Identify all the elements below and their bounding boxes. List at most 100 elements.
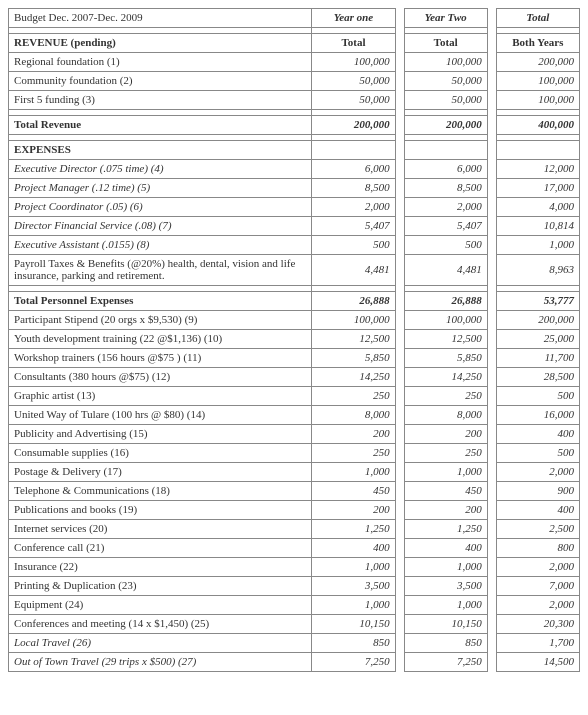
expense-row: Youth development training (22 @$1,136) … <box>9 330 580 349</box>
cell-value: 200 <box>312 501 395 520</box>
cell-value: 2,000 <box>496 463 579 482</box>
expense-row: Local Travel (26)8508501,700 <box>9 634 580 653</box>
cell-value: 1,000 <box>404 596 487 615</box>
cell-value: 50,000 <box>312 91 395 110</box>
row-label: United Way of Tulare (100 hrs @ $80) (14… <box>9 406 312 425</box>
revenue-row: Community foundation (2)50,00050,000100,… <box>9 72 580 91</box>
expense-row: Printing & Duplication (23)3,5003,5007,0… <box>9 577 580 596</box>
personnel-row: Payroll Taxes & Benefits (@20%) health, … <box>9 255 580 286</box>
cell-value: 8,500 <box>404 179 487 198</box>
cell-value: 250 <box>312 387 395 406</box>
row-label: Executive Director (.075 time) (4) <box>9 160 312 179</box>
cell-value: 5,407 <box>404 217 487 236</box>
cell-value: 200,000 <box>312 116 395 135</box>
expense-row: Telephone & Communications (18)450450900 <box>9 482 580 501</box>
expense-row: Internet services (20)1,2501,2502,500 <box>9 520 580 539</box>
row-label: Project Manager (.12 time) (5) <box>9 179 312 198</box>
cell-value <box>496 141 579 160</box>
cell-value: 50,000 <box>404 91 487 110</box>
cell-value: 12,500 <box>404 330 487 349</box>
expense-row: Consultants (380 hours @$75) (12)14,2501… <box>9 368 580 387</box>
cell-value: 5,850 <box>312 349 395 368</box>
cell-value: 200 <box>312 425 395 444</box>
cell-value: 200 <box>404 425 487 444</box>
row-label: Printing & Duplication (23) <box>9 577 312 596</box>
expense-row: Consumable supplies (16)250250500 <box>9 444 580 463</box>
cell-value: 3,500 <box>404 577 487 596</box>
cell-value: 8,963 <box>496 255 579 286</box>
row-label: First 5 funding (3) <box>9 91 312 110</box>
cell-value: 1,250 <box>312 520 395 539</box>
cell-value: 250 <box>312 444 395 463</box>
row-label: Executive Assistant (.0155) (8) <box>9 236 312 255</box>
cell-value <box>312 141 395 160</box>
cell-value: 500 <box>496 387 579 406</box>
cell-value: 6,000 <box>404 160 487 179</box>
cell-value: 1,000 <box>312 596 395 615</box>
revenue-row: Regional foundation (1)100,000100,000200… <box>9 53 580 72</box>
expenses-header: EXPENSES <box>9 141 580 160</box>
cell-value: 14,250 <box>404 368 487 387</box>
cell-value: 400 <box>312 539 395 558</box>
cell-value: 400 <box>496 425 579 444</box>
cell-value: 10,814 <box>496 217 579 236</box>
cell-value: Total <box>312 34 395 53</box>
cell-value: 800 <box>496 539 579 558</box>
budget-table: Budget Dec. 2007-Dec. 2009Year oneYear T… <box>8 8 580 672</box>
row-label: Conferences and meeting (14 x $1,450) (2… <box>9 615 312 634</box>
cell-value: 7,250 <box>404 653 487 672</box>
revenue-row: First 5 funding (3)50,00050,000100,000 <box>9 91 580 110</box>
cell-value: 100,000 <box>404 53 487 72</box>
cell-value <box>404 141 487 160</box>
cell-value: 5,407 <box>312 217 395 236</box>
row-label: Director Financial Service (.08) (7) <box>9 217 312 236</box>
row-label: Youth development training (22 @$1,136) … <box>9 330 312 349</box>
cell-value: 250 <box>404 387 487 406</box>
cell-value: Both Years <box>496 34 579 53</box>
cell-value: 100,000 <box>496 72 579 91</box>
cell-value: 10,150 <box>312 615 395 634</box>
expense-row: Participant Stipend (20 orgs x $9,530) (… <box>9 311 580 330</box>
cell-value: 12,500 <box>312 330 395 349</box>
cell-value: 200,000 <box>496 53 579 72</box>
cell-value: 17,000 <box>496 179 579 198</box>
cell-value: 2,000 <box>496 558 579 577</box>
cell-value: 2,000 <box>404 198 487 217</box>
personnel-row: Project Manager (.12 time) (5)8,5008,500… <box>9 179 580 198</box>
cell-value: 7,000 <box>496 577 579 596</box>
expense-row: Graphic artist (13)250250500 <box>9 387 580 406</box>
row-label: Project Coordinator (.05) (6) <box>9 198 312 217</box>
row-label: Out of Town Travel (29 trips x $500) (27… <box>9 653 312 672</box>
cell-value: 500 <box>312 236 395 255</box>
cell-value: 200 <box>404 501 487 520</box>
revenue-header: REVENUE (pending)TotalTotalBoth Years <box>9 34 580 53</box>
row-label: Consumable supplies (16) <box>9 444 312 463</box>
cell-value: 900 <box>496 482 579 501</box>
cell-value: 1,000 <box>404 558 487 577</box>
cell-value: 8,500 <box>312 179 395 198</box>
cell-value: 100,000 <box>312 53 395 72</box>
row-label: Telephone & Communications (18) <box>9 482 312 501</box>
cell-value: 1,700 <box>496 634 579 653</box>
personnel-row: Executive Assistant (.0155) (8)5005001,0… <box>9 236 580 255</box>
cell-value: 2,500 <box>496 520 579 539</box>
row-label: Community foundation (2) <box>9 72 312 91</box>
row-label: Workshop trainers (156 hours @$75 ) (11) <box>9 349 312 368</box>
expense-row: Equipment (24)1,0001,0002,000 <box>9 596 580 615</box>
cell-value: Total <box>404 34 487 53</box>
row-label: Insurance (22) <box>9 558 312 577</box>
header-row: Budget Dec. 2007-Dec. 2009Year oneYear T… <box>9 9 580 28</box>
expense-row: Conferences and meeting (14 x $1,450) (2… <box>9 615 580 634</box>
cell-value: 7,250 <box>312 653 395 672</box>
row-label: Total Personnel Expenses <box>9 292 312 311</box>
row-label: Equipment (24) <box>9 596 312 615</box>
cell-value: 53,777 <box>496 292 579 311</box>
expense-row: Out of Town Travel (29 trips x $500) (27… <box>9 653 580 672</box>
total-personnel-row: Total Personnel Expenses26,88826,88853,7… <box>9 292 580 311</box>
row-label: Conference call (21) <box>9 539 312 558</box>
cell-value: 4,481 <box>404 255 487 286</box>
cell-value: 500 <box>496 444 579 463</box>
row-label: Consultants (380 hours @$75) (12) <box>9 368 312 387</box>
cell-value: 500 <box>404 236 487 255</box>
column-header: Total <box>496 9 579 28</box>
